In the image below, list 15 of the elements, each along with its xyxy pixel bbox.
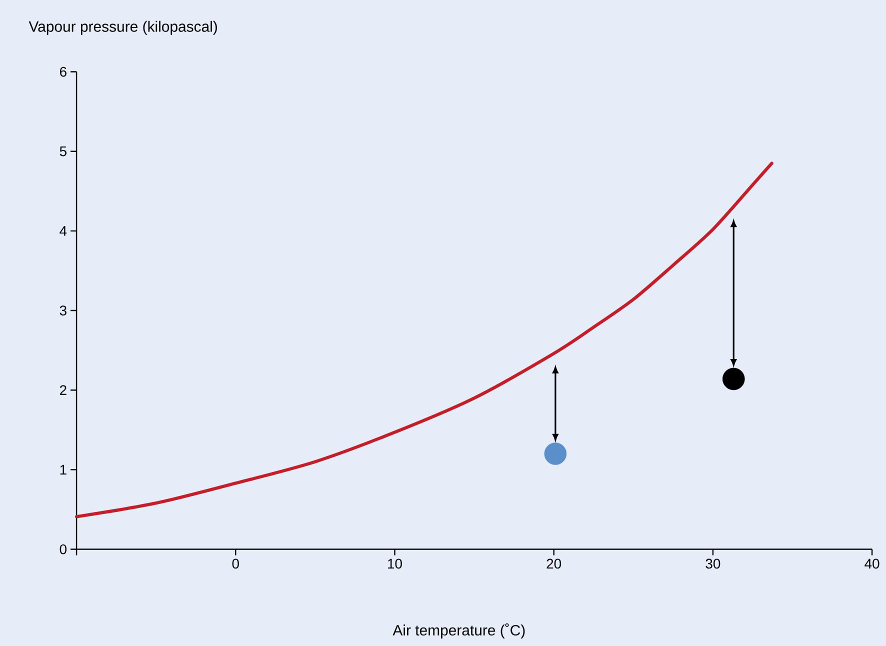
y-tick-label: 5 — [60, 146, 66, 156]
x-tick-label: 10 — [388, 558, 402, 569]
x-tick-label: 0 — [232, 558, 239, 569]
x-axis-title: Air temperature (˚C) — [392, 623, 525, 639]
line-series — [74, 162, 774, 518]
y-tick-label: 4 — [60, 226, 67, 236]
y-tick-label: 1 — [60, 464, 66, 475]
y-axis-title: Vapour pressure (kilopascal) — [28, 20, 217, 35]
x-tick-label: 30 — [706, 558, 720, 569]
y-tick-label: 2 — [60, 385, 66, 395]
y-tick-label: 3 — [60, 306, 66, 316]
x-tick-label: 20 — [546, 558, 562, 569]
x-tick-label: 40 — [864, 558, 880, 569]
y-tick-label: 6 — [60, 66, 66, 77]
y-tick-label: 0 — [60, 544, 66, 554]
